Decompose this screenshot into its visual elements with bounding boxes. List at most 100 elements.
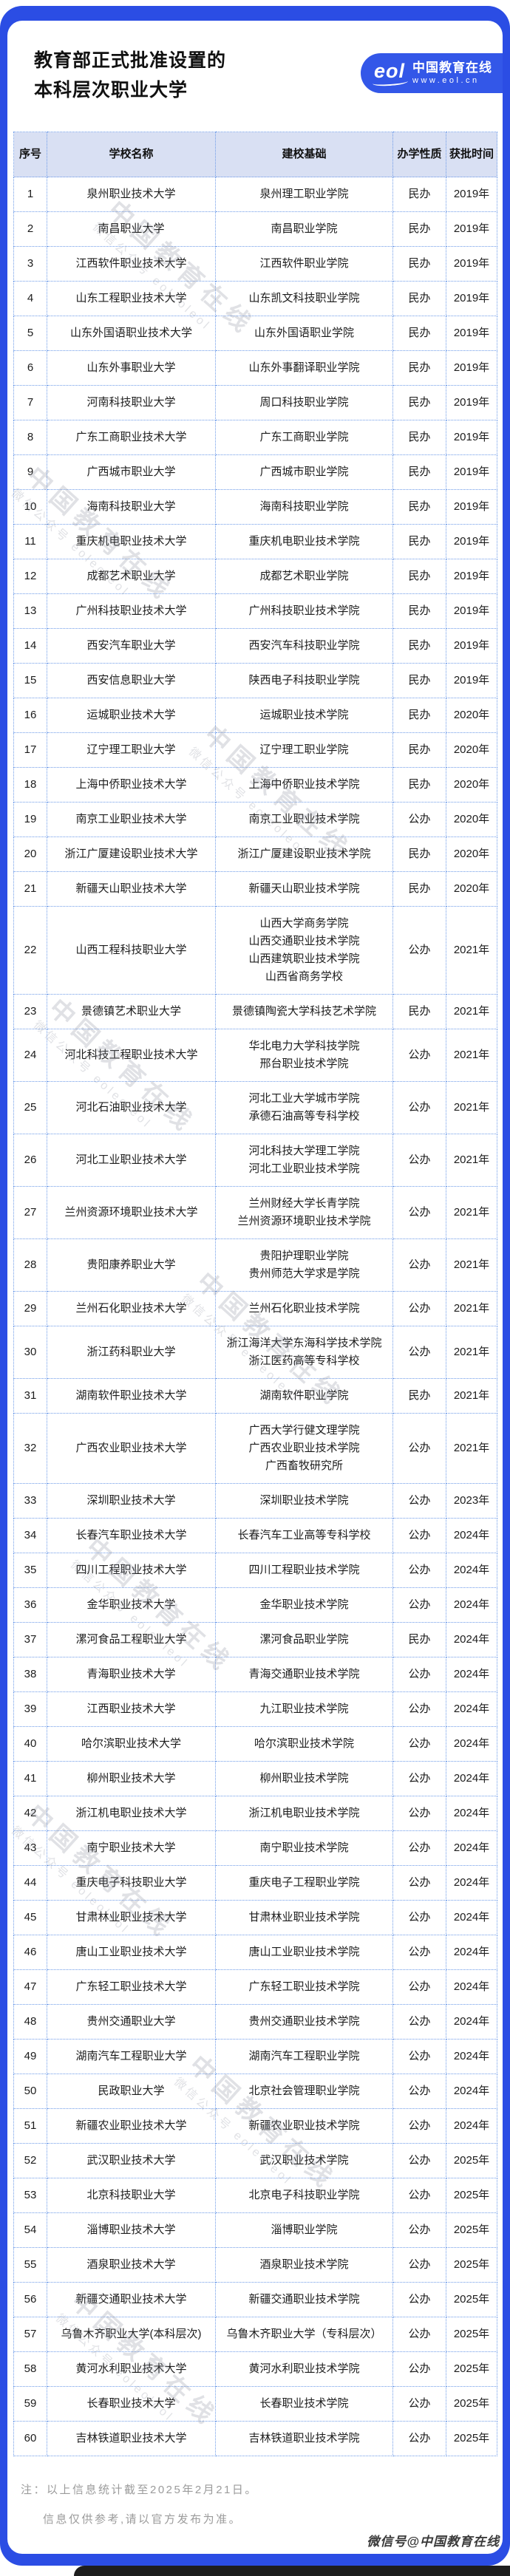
table-row: 28 贵阳康养职业大学 贵阳护理职业学院 贵州师范大学求是学院 公办 2021年: [13, 1238, 497, 1292]
basis-line: 浙江海洋大学东海科学技术学院: [226, 1337, 382, 1349]
cell-type: 公办: [392, 1796, 446, 1831]
cell-basis: 广东工商职业学院: [215, 420, 393, 455]
cell-basis: 金华职业技术学院: [215, 1587, 393, 1623]
cell-no: 53: [13, 2178, 47, 2213]
cell-no: 55: [13, 2247, 47, 2283]
cell-no: 4: [13, 281, 47, 316]
basis-line: 长春职业技术学院: [259, 2397, 349, 2410]
cell-no: 57: [13, 2317, 47, 2352]
cell-name: 柳州职业技术大学: [47, 1761, 216, 1796]
cell-no: 47: [13, 1969, 47, 2005]
table-row: 38 青海职业技术大学 青海交通职业技术学院 公办 2024年: [13, 1657, 497, 1692]
cell-type: 公办: [392, 1326, 446, 1379]
cell-name: 南京工业职业技术大学: [47, 802, 216, 837]
cell-no: 17: [13, 732, 47, 768]
cell-name: 辽宁理工职业大学: [47, 732, 216, 768]
cell-year: 2019年: [446, 281, 497, 316]
cell-year: 2021年: [446, 994, 497, 1029]
cell-no: 8: [13, 420, 47, 455]
basis-line: 上海中侨职业技术学院: [248, 778, 360, 791]
table-row: 32 广西农业职业技术大学 广西大学行健文理学院 广西农业职业技术学院 广西畜牧研究所公…: [13, 1413, 497, 1484]
table-row: 50 民政职业大学 北京社会管理职业学院 公办 2024年: [13, 2074, 497, 2109]
basis-line: 山东外国语职业学院: [254, 327, 354, 339]
table-row: 25 河北石油职业技术大学 河北工业大学城市学院 承德石油高等专科学校 公办 2021年: [13, 1081, 497, 1134]
cell-year: 2024年: [446, 2004, 497, 2040]
table-row: 26 河北工业职业技术大学 河北科技大学理工学院 河北工业职业技术学院 公办 2021年: [13, 1134, 497, 1187]
cell-no: 33: [13, 1483, 47, 1519]
table-row: 16 运城职业技术大学 运城职业技术学院 民办 2020年: [13, 698, 497, 733]
cell-name: 贵阳康养职业大学: [47, 1238, 216, 1292]
cell-no: 3: [13, 246, 47, 282]
table-row: 12 成都艺术职业大学 成都艺术职业学院 民办 2019年: [13, 559, 497, 594]
basis-line: 邢台职业技术学院: [259, 1057, 349, 1070]
cell-type: 公办: [392, 2004, 446, 2040]
cell-type: 公办: [392, 2039, 446, 2074]
cell-basis: 长春汽车工业高等专科学校: [215, 1518, 393, 1553]
cell-no: 30: [13, 1326, 47, 1379]
table-row: 49 湖南汽车工程职业大学 湖南汽车工程职业学院 公办 2024年: [13, 2039, 497, 2074]
table-row: 53 北京科技职业大学 北京电子科技职业学院 公办 2025年: [13, 2178, 497, 2213]
cell-name: 江西软件职业技术大学: [47, 246, 216, 282]
cell-no: 21: [13, 871, 47, 907]
cell-no: 12: [13, 559, 47, 594]
cell-year: 2024年: [446, 2039, 497, 2074]
cell-no: 19: [13, 802, 47, 837]
cell-year: 2024年: [446, 1969, 497, 2005]
cell-type: 民办: [392, 1378, 446, 1414]
cell-type: 民办: [392, 593, 446, 629]
table-row: 11 重庆机电职业技术大学 重庆机电职业技术学院 民办 2019年: [13, 524, 497, 559]
basis-line: 山东凯文科技职业学院: [248, 292, 360, 304]
cell-type: 民办: [392, 316, 446, 351]
cell-basis: 新疆交通职业技术学院: [215, 2282, 393, 2317]
cell-year: 2025年: [446, 2386, 497, 2422]
cell-type: 公办: [392, 2421, 446, 2456]
table-row: 40 哈尔滨职业技术大学 哈尔滨职业技术学院 公办 2024年: [13, 1726, 497, 1762]
basis-line: 西安汽车科技职业学院: [248, 639, 360, 652]
cell-no: 18: [13, 767, 47, 803]
cell-basis: 广西大学行健文理学院 广西农业职业技术学院 广西畜牧研究所: [215, 1413, 393, 1484]
basis-line: 广西大学行健文理学院: [248, 1424, 360, 1437]
basis-line: 湖南软件职业学院: [259, 1389, 349, 1402]
cell-no: 39: [13, 1691, 47, 1727]
cell-no: 2: [13, 211, 47, 247]
cell-year: 2019年: [446, 211, 497, 247]
cell-basis: 南宁职业技术学院: [215, 1830, 393, 1866]
cell-name: 新疆农业职业技术大学: [47, 2108, 216, 2144]
table-row: 35 四川工程职业技术大学 四川工程职业技术学院 公办 2024年: [13, 1553, 497, 1588]
basis-line: 陕西电子科技职业学院: [248, 674, 360, 686]
cell-basis: 泉州理工职业学院: [215, 177, 393, 212]
cell-basis: 兰州石化职业技术学院: [215, 1291, 393, 1326]
cell-no: 37: [13, 1622, 47, 1657]
cell-name: 成都艺术职业大学: [47, 559, 216, 594]
eol-logo: eol 中国教育在线 www.eol.cn: [360, 53, 503, 93]
table-row: 44 重庆电子科技职业大学 重庆电子工程职业学院 公办 2024年: [13, 1865, 497, 1901]
basis-line: 山西交通职业技术学院: [248, 935, 360, 947]
cell-name: 重庆机电职业技术大学: [47, 524, 216, 559]
table-row: 10 海南科技职业大学 海南科技职业学院 民办 2019年: [13, 489, 497, 525]
page-title-line1: 教育部正式批准设置的: [34, 50, 227, 71]
cell-basis: 河北工业大学城市学院 承德石油高等专科学校: [215, 1081, 393, 1134]
cell-type: 公办: [392, 1483, 446, 1519]
table-row: 6 山东外事职业大学 山东外事翻译职业学院 民办 2019年: [13, 350, 497, 386]
cell-no: 48: [13, 2004, 47, 2040]
cell-no: 52: [13, 2143, 47, 2178]
eol-logo-icon: eol: [374, 60, 405, 87]
basis-line: 长春汽车工业高等专科学校: [237, 1529, 371, 1541]
page-title: 教育部正式批准设置的 本科层次职业大学: [34, 46, 497, 105]
cell-name: 海南科技职业大学: [47, 489, 216, 525]
cell-year: 2024年: [446, 2074, 497, 2109]
cell-type: 公办: [392, 1900, 446, 1935]
cell-no: 26: [13, 1134, 47, 1187]
cell-name: 甘肃林业职业技术大学: [47, 1900, 216, 1935]
table-row: 51 新疆农业职业技术大学 新疆农业职业技术学院 公办 2024年: [13, 2108, 497, 2144]
basis-line: 贵阳护理职业学院: [259, 1250, 349, 1262]
basis-line: 南昌职业学院: [271, 222, 338, 235]
cell-year: 2020年: [446, 836, 497, 872]
cell-year: 2019年: [446, 316, 497, 351]
col-header-basis: 建校基础: [215, 132, 393, 177]
cell-type: 公办: [392, 1761, 446, 1796]
cell-name: 新疆天山职业技术大学: [47, 871, 216, 907]
table-row: 52 武汉职业技术大学 武汉职业技术学院 公办 2025年: [13, 2143, 497, 2178]
cell-no: 1: [13, 177, 47, 212]
basis-line: 哈尔滨职业技术学院: [254, 1737, 354, 1750]
